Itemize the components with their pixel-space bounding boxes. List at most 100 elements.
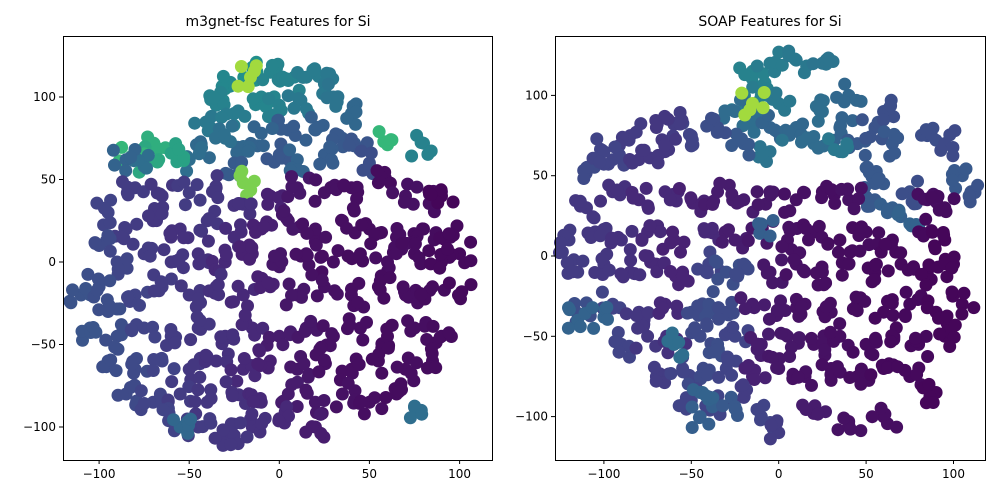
left-data-point-102-fill-4 [262,330,276,344]
right-data-point-49-fill-2 [751,198,765,212]
right-data-point-46-fill-1 [672,182,686,195]
left-data-point-25-fill-4 [326,156,340,170]
right-data-point-15-fill-4 [753,140,767,154]
right-data-point-17-fill-4 [710,125,724,139]
left-data-point-40-fill-4 [177,175,191,189]
left-data-point-58-fill-4 [300,226,314,240]
right-data-point-98-fill-4 [885,296,899,310]
right-y-tick-label: 0 [540,249,548,263]
left-data-point-120-fill-3 [407,374,421,388]
right-data-point-82-fill-4 [868,258,882,272]
right-data-point-55-fill-3 [553,246,566,260]
left-data-point-57-fill-3 [277,204,291,218]
left-data-point-119-fill-2 [381,341,395,355]
right-data-point-38-fill-4 [946,173,959,187]
right-data-point-111-fill-4 [823,325,837,339]
left-data-point-141-fill-4 [216,423,230,437]
left-data-point-35-fill-3 [247,64,261,78]
left-data-point-21-fill-3 [195,141,208,155]
right-data-point-130-fill-4 [736,378,750,392]
left-data-point-12-fill-4 [331,90,345,104]
right-data-point-87-fill-3 [595,285,609,299]
left-data-point-136-fill-3 [255,417,269,430]
left-data-point-52-fill-4 [155,207,169,221]
right-data-point-1-fill-3 [775,58,789,72]
right-data-point-51-fill-3 [815,191,829,205]
left-data-point-8-fill-4 [231,104,245,118]
left-data-point-93-fill-4 [414,288,428,302]
right-data-point-44-fill-3 [626,191,640,205]
right-data-point-119-fill-4 [721,353,735,367]
right-data-point-78-fill-3 [757,258,771,272]
right-data-point-64-fill-3 [799,222,813,236]
left-data-point-19-fill-1 [225,119,239,133]
left-data-point-105-fill-3 [356,333,370,347]
left-data-point-70-fill-2 [219,248,233,262]
left-data-point-40-fill-0 [190,178,204,192]
right-data-point-101-fill-1 [967,301,981,315]
left-data-point-79-fill-3 [66,283,79,297]
right-data-point-92-fill-3 [726,306,740,320]
left-data-point-39-fill-1 [153,187,167,201]
left-data-point-71-fill-3 [233,240,247,254]
right-data-point-21-fill-3 [629,125,643,139]
left-data-point-125-fill-2 [204,392,218,405]
left-data-point-27-fill-4 [364,146,378,160]
left-data-point-122-fill-3 [111,388,125,402]
left-data-point-109-fill-3 [104,353,118,367]
left-data-point-40 [182,186,196,200]
right-data-point-125-fill-3 [881,361,895,374]
left-y-tick-label: 0 [48,255,56,269]
left-data-point-128-fill-2 [290,400,304,413]
left-data-point-137-fill-4 [272,414,286,428]
left-y-tick-label: −50 [31,338,56,352]
left-data-point-50-fill-2 [90,196,104,210]
right-data-point-100-fill-4 [940,309,954,323]
right-data-point-77-fill-2 [741,262,755,276]
right-data-point-88-fill-4 [641,306,655,320]
left-data-point-57-fill-4 [286,222,300,236]
left-data-point-124-fill-0 [165,375,179,389]
right-data-point-24 [597,145,611,159]
right-data-point-24-fill-3 [590,132,604,146]
left-data-point-29-fill-4 [414,136,428,149]
left-data-point-37-fill-4 [106,143,120,157]
right-data-point-103 [641,329,655,343]
left-data-point-108-fill-4 [426,319,440,333]
right-data-point-136-fill-0 [702,417,716,431]
left-data-point-81-fill-4 [100,293,114,307]
right-data-point-57-fill-2 [625,224,639,238]
right-data-point-138-fill-4 [729,403,743,417]
right-data-point-127-fill-4 [926,396,940,409]
right-data-point-52-fill-2 [852,192,866,206]
left-data-point-110-fill-4 [125,357,139,371]
left-data-point-35-fill-1 [231,79,245,93]
right-data-point-12-fill-1 [854,94,868,108]
right-data-point-72-fill-3 [633,268,647,282]
left-data-point-138-fill-3 [314,407,327,421]
right-data-point-26-fill-3 [651,156,665,170]
right-data-point-5-fill-3 [783,94,797,108]
right-data-point-78-fill-4 [766,276,780,290]
right-data-point-94-fill-4 [762,312,776,326]
right-y-tick-label: 50 [533,169,548,183]
left-data-point-42-fill-0 [243,207,257,221]
left-data-point-133-fill-4 [156,403,170,417]
right-data-point-81-fill-2 [835,268,849,282]
left-data-point-74-fill-4 [331,244,345,258]
right-data-point-35-fill-1 [911,174,924,188]
left-data-point-45-fill-1 [309,173,323,187]
right-data-point-66-fill-1 [872,226,886,240]
left-data-point-131-fill-4 [354,394,368,408]
left-data-point-86-fill-3 [227,295,240,309]
left-data-point-130-fill-2 [348,384,362,398]
right-data-point-61-fill-3 [715,235,729,249]
right-data-point-85-fill-4 [945,261,959,275]
left-data-point-76-fill-2 [369,251,383,265]
left-data-point-89-fill-3 [315,273,329,287]
right-data-point-101-fill-4 [957,286,971,300]
right-data-point-116-fill-4 [647,360,661,374]
right-data-point-65-fill-1 [821,237,835,251]
left-data-point-28-fill-4 [384,133,398,147]
